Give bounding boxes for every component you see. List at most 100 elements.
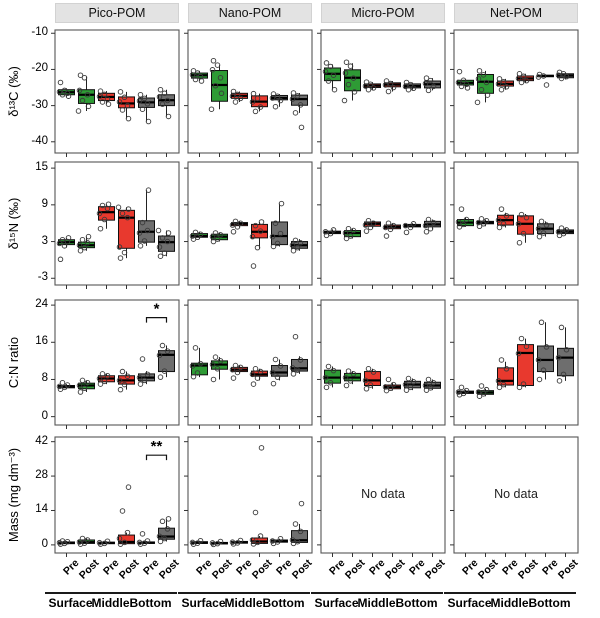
data-point: [274, 374, 281, 380]
data-point: [289, 537, 296, 543]
data-point: [237, 95, 244, 102]
data-point: [56, 240, 63, 247]
data-point: [270, 243, 277, 250]
data-point: [460, 390, 467, 397]
data-point: [81, 385, 88, 392]
data-point: [498, 206, 505, 212]
y-tick-label: -3: [37, 271, 48, 284]
data-point: [407, 81, 414, 88]
data-point: [518, 79, 525, 86]
no-data-label: No data: [361, 487, 405, 501]
data-point: [410, 85, 417, 91]
data-point: [165, 230, 172, 236]
panel-micro-pom-row1: [317, 161, 446, 289]
data-point: [500, 221, 507, 227]
data-point: [159, 235, 166, 241]
data-point: [410, 379, 417, 385]
data-point: [543, 222, 550, 228]
data-point: [64, 382, 71, 388]
panel-nano-pom-row0: [184, 29, 313, 157]
data-point: [277, 363, 284, 369]
data-point: [558, 225, 565, 231]
data-point: [460, 221, 467, 228]
group-underline-bottom: [390, 592, 443, 594]
data-point: [250, 381, 257, 387]
data-point: [350, 227, 357, 234]
data-point: [65, 235, 72, 241]
data-point: [141, 377, 148, 384]
data-point: [290, 371, 297, 377]
data-point: [81, 540, 88, 546]
data-point: [496, 224, 503, 231]
data-point: [139, 356, 146, 362]
panel-pico-pom-row3: **: [51, 436, 180, 557]
data-point: [96, 375, 103, 382]
data-point: [405, 375, 412, 382]
panel-net-pom-row3: [450, 436, 579, 557]
data-point: [520, 381, 527, 387]
group-label-middle: Middle: [91, 596, 130, 610]
data-point: [272, 220, 279, 226]
data-point: [342, 374, 349, 381]
data-point: [230, 375, 237, 381]
data-point: [297, 357, 304, 363]
panel-net-pom-row1: [450, 161, 579, 289]
data-point: [350, 75, 357, 81]
data-point: [274, 539, 281, 545]
data-point: [125, 115, 132, 122]
data-point: [331, 86, 338, 93]
box: [537, 345, 554, 373]
data-point: [136, 230, 143, 236]
group-underline-bottom: [523, 592, 576, 594]
data-point: [85, 103, 92, 110]
data-point: [141, 238, 148, 244]
data-point: [96, 539, 103, 546]
data-point: [194, 70, 201, 76]
group-label-surface: Surface: [48, 596, 93, 610]
data-point: [292, 521, 299, 527]
data-point: [405, 86, 412, 93]
data-point: [385, 376, 392, 383]
data-point: [387, 226, 394, 233]
data-point: [254, 244, 261, 251]
panel-nano-pom-row2: [184, 299, 313, 429]
data-point: [156, 94, 163, 100]
data-point: [323, 384, 330, 391]
data-point: [194, 370, 201, 376]
data-point: [367, 382, 374, 388]
data-point: [252, 366, 259, 372]
facet-strip-micro-pom: Micro-POM: [321, 3, 445, 23]
data-point: [189, 363, 196, 369]
data-point: [540, 367, 547, 373]
data-point: [85, 233, 92, 240]
data-point: [402, 83, 409, 90]
data-point: [516, 240, 523, 246]
group-label-bottom: Bottom: [129, 596, 172, 610]
data-point: [217, 232, 224, 238]
data-point: [190, 373, 197, 380]
data-point: [237, 537, 244, 544]
panel-border: [187, 29, 313, 154]
data-point: [257, 368, 264, 375]
data-point: [232, 99, 239, 105]
data-point: [61, 243, 68, 249]
data-point: [538, 319, 545, 326]
data-point: [101, 91, 108, 98]
panel-pico-pom-row0: [51, 29, 180, 157]
panel-border: [187, 436, 313, 554]
data-point: [116, 99, 123, 105]
panel-net-pom-row0: [450, 29, 579, 157]
panel-border: [54, 29, 180, 154]
data-point: [99, 99, 106, 105]
data-point: [520, 73, 527, 80]
data-point: [79, 535, 86, 542]
data-point: [382, 384, 389, 390]
data-point: [56, 383, 63, 390]
group-label-bottom: Bottom: [262, 596, 305, 610]
data-point: [325, 363, 332, 370]
data-point: [164, 238, 171, 245]
data-point: [425, 216, 432, 223]
panel-border: [54, 436, 180, 554]
data-point: [237, 364, 244, 371]
